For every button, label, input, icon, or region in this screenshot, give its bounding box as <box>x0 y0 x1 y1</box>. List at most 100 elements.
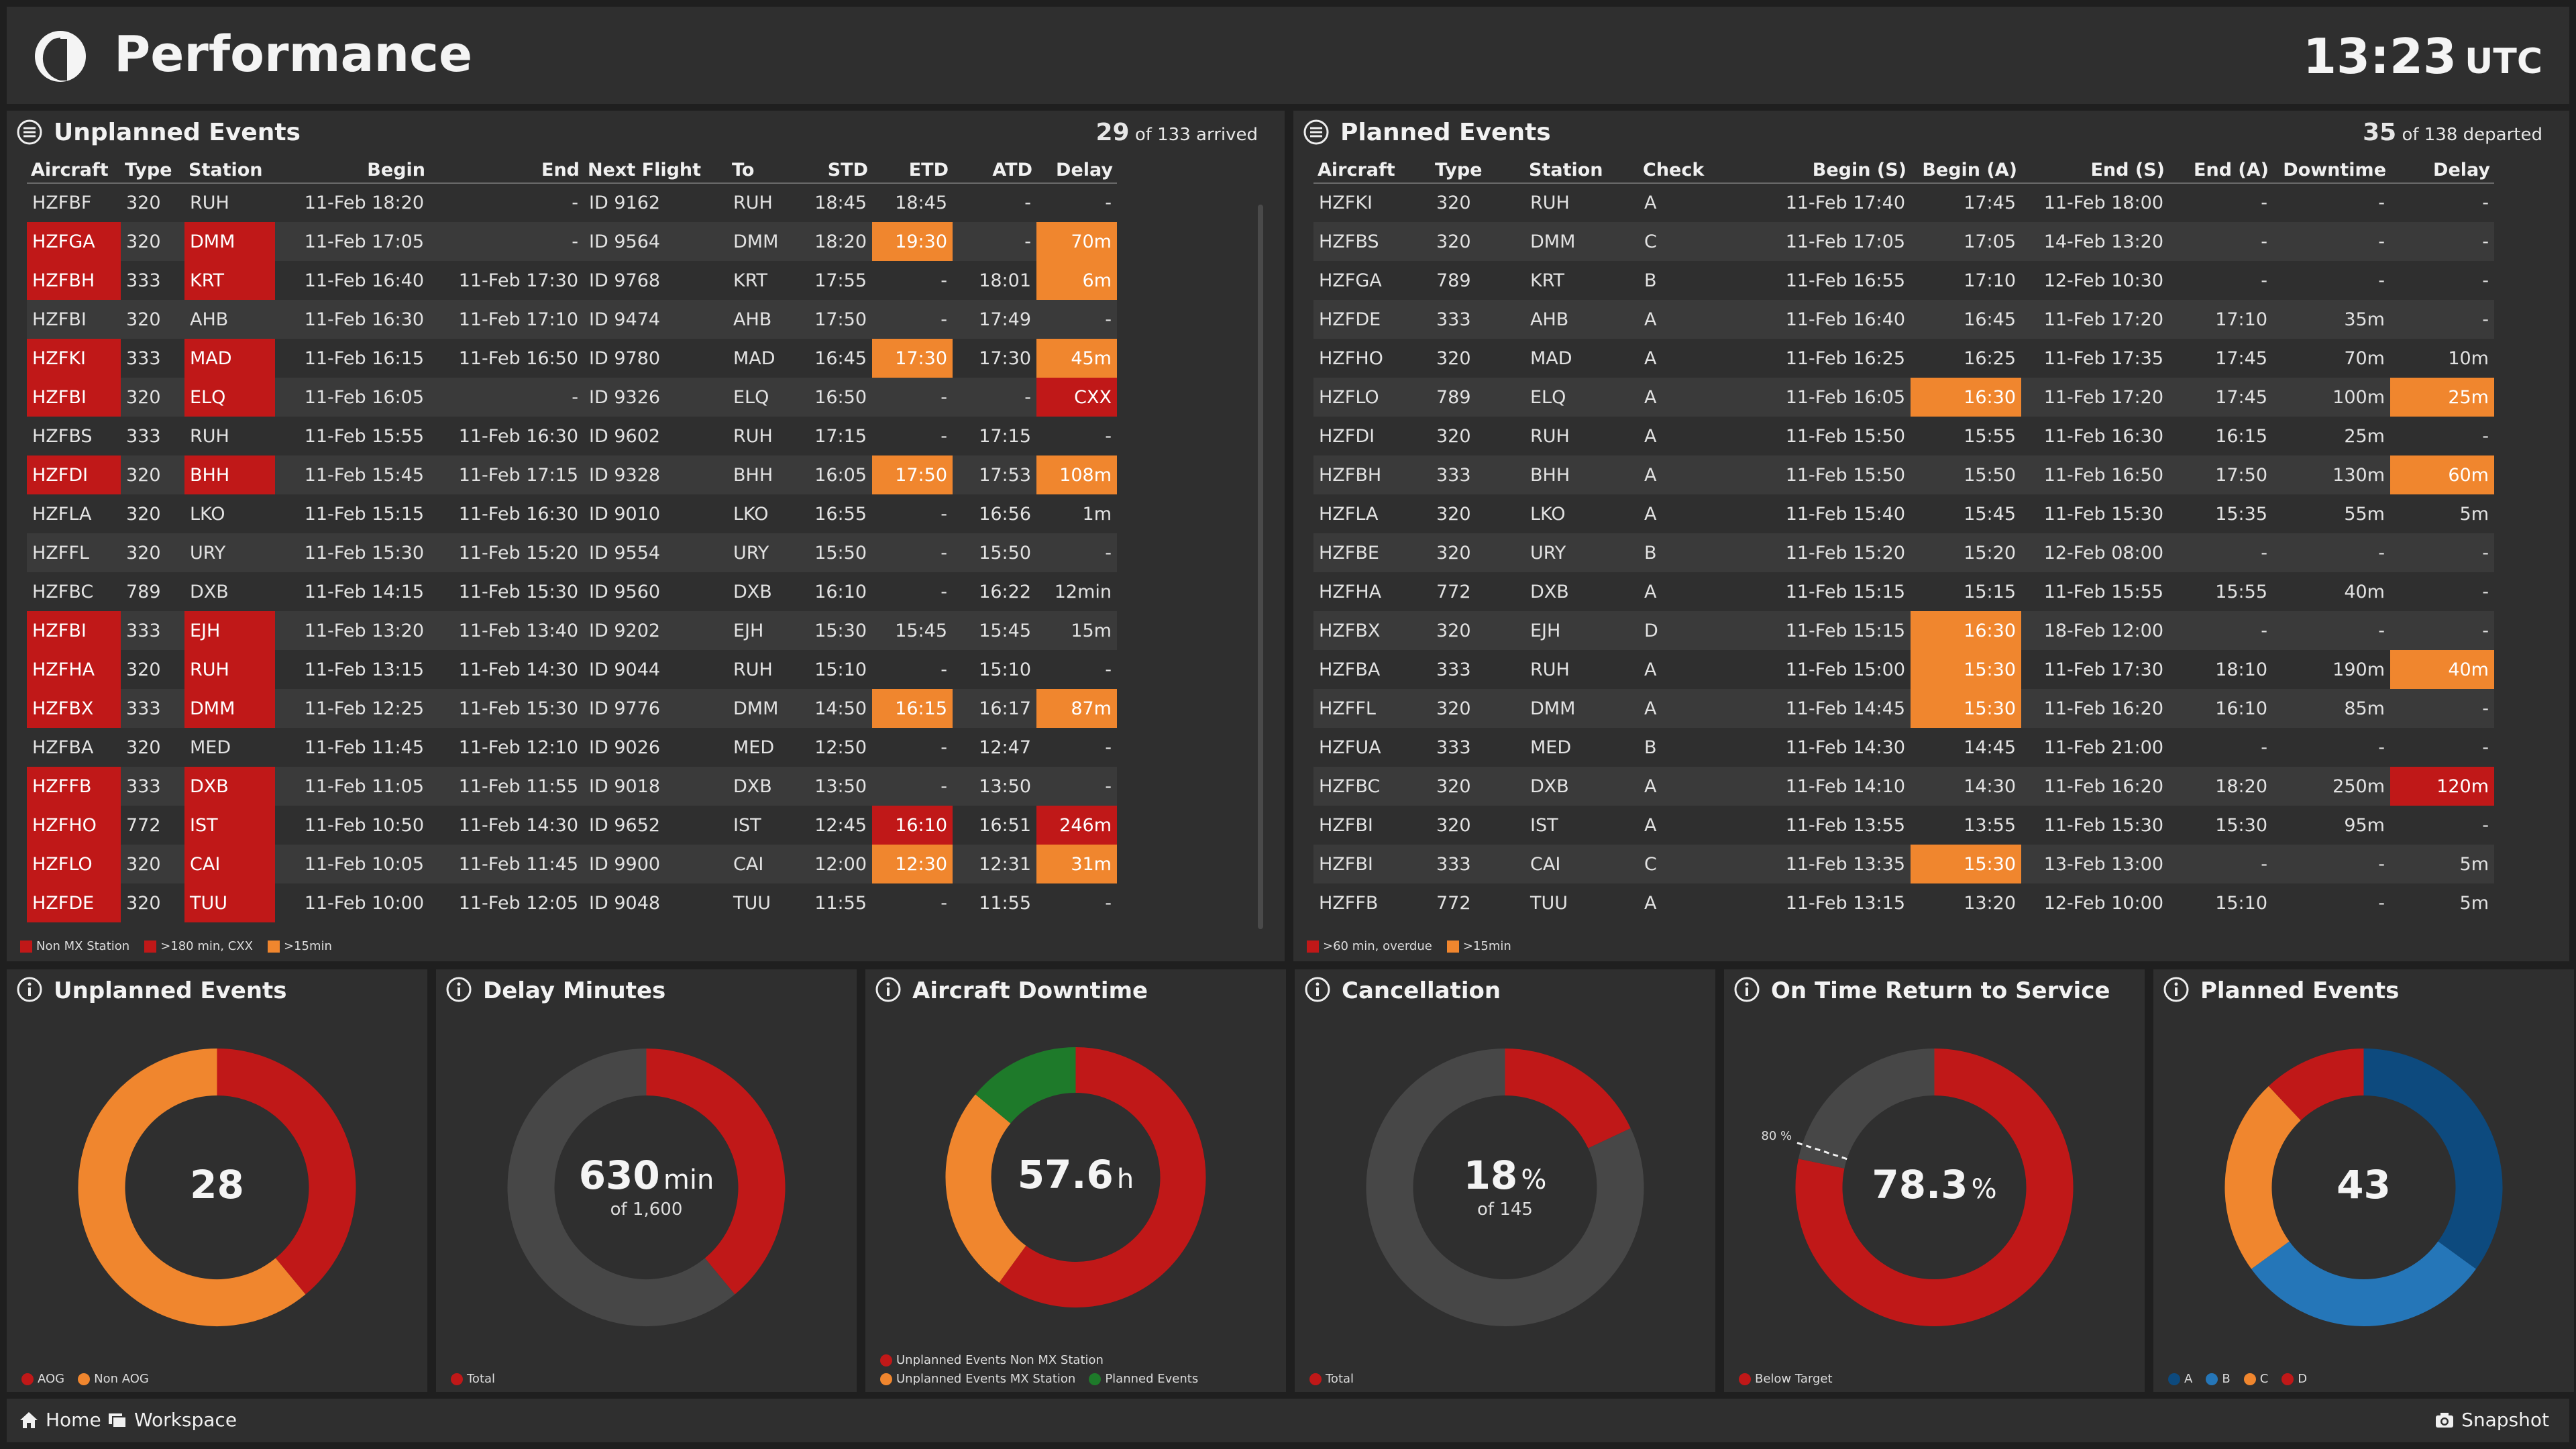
table-cell: HZFFL <box>1313 689 1431 728</box>
donut-segment[interactable] <box>1504 1049 1631 1149</box>
panel-title: Planned Events <box>1340 119 1551 146</box>
table-row[interactable]: HZFUA 333 MED B 11-Feb 14:30 14:45 11-Feb 21:0… <box>1313 728 2494 767</box>
table-row[interactable]: HZFHA 320 RUH 11-Feb 13:15 11-Feb 14:30 ID 90… <box>27 650 1117 689</box>
column-header[interactable]: Delay <box>2390 158 2494 184</box>
table-row[interactable]: HZFDE 320 TUU 11-Feb 10:00 11-Feb 12:05 ID 90… <box>27 883 1117 922</box>
table-row[interactable]: HZFDI 320 BHH 11-Feb 15:45 11-Feb 17:15 ID 93… <box>27 455 1117 494</box>
table-row[interactable]: HZFBI 333 EJH 11-Feb 13:20 11-Feb 13:40 ID 92… <box>27 611 1117 650</box>
kpi-tile[interactable]: Planned Events 43 A B C D <box>2153 969 2574 1392</box>
table-row[interactable]: HZFBE 320 URY B 11-Feb 15:20 15:20 12-Feb 08:0… <box>1313 533 2494 572</box>
column-header[interactable]: Station <box>184 158 275 184</box>
column-header[interactable]: To <box>728 158 798 184</box>
table-row[interactable]: HZFHO 772 IST 11-Feb 10:50 11-Feb 14:30 ID 96… <box>27 806 1117 845</box>
table-row[interactable]: HZFHO 320 MAD A 11-Feb 16:25 16:25 11-Feb 17:3… <box>1313 339 2494 378</box>
column-header[interactable]: End (S) <box>2021 158 2169 184</box>
legend-item: Planned Events <box>1089 1372 1198 1386</box>
donut-segment[interactable] <box>1366 1049 1644 1326</box>
kpi-tile[interactable]: On Time Return to Service 80 % 78.3 % Below… <box>1724 969 2145 1392</box>
table-row[interactable]: HZFBI 333 CAI C 11-Feb 13:35 15:30 13-Feb 13:0… <box>1313 845 2494 883</box>
info-icon[interactable] <box>1304 976 1331 1003</box>
donut-segment[interactable] <box>999 1047 1206 1307</box>
info-icon[interactable] <box>875 976 902 1003</box>
table-row[interactable]: HZFBI 320 ELQ 11-Feb 16:05- ID 9326 ELQ 16:50-… <box>27 378 1117 417</box>
table-row[interactable]: HZFBS 333 RUH 11-Feb 15:55 11-Feb 16:30 ID 96… <box>27 417 1117 455</box>
donut-segment[interactable] <box>645 1049 786 1295</box>
table-row[interactable]: HZFLA 320 LKO A 11-Feb 15:40 15:45 11-Feb 15:3… <box>1313 494 2494 533</box>
table-row[interactable]: HZFBF 320 RUH 11-Feb 18:20- ID 9162 RUH 18:45 1… <box>27 183 1117 222</box>
workspace-link[interactable]: Workspace <box>107 1409 237 1431</box>
table-row[interactable]: HZFBC 789 DXB 11-Feb 14:15 11-Feb 15:30 ID 95… <box>27 572 1117 611</box>
snapshot-button[interactable]: Snapshot <box>2434 1409 2549 1431</box>
column-header[interactable]: Aircraft <box>1313 158 1431 184</box>
table-row[interactable]: HZFBX 320 EJH D 11-Feb 15:15 16:30 18-Feb 12:0… <box>1313 611 2494 650</box>
column-header[interactable]: Next Flight <box>584 158 728 184</box>
table-row[interactable]: HZFBH 333 KRT 11-Feb 16:40 11-Feb 17:30 ID 97… <box>27 261 1117 300</box>
column-header[interactable]: Begin (S) <box>1766 158 1911 184</box>
table-row[interactable]: HZFFB 333 DXB 11-Feb 11:05 11-Feb 11:55 ID 90… <box>27 767 1117 806</box>
info-icon[interactable] <box>2163 976 2190 1003</box>
donut-segment[interactable] <box>216 1049 356 1295</box>
table-row[interactable]: HZFBA 333 RUH A 11-Feb 15:00 15:30 11-Feb 17:3… <box>1313 650 2494 689</box>
column-header[interactable]: End <box>429 158 584 184</box>
home-link[interactable]: Home <box>19 1409 101 1431</box>
donut-segment[interactable] <box>2363 1049 2503 1269</box>
table-cell: 13:50 <box>953 767 1036 806</box>
donut-segment[interactable] <box>945 1094 1027 1283</box>
info-icon[interactable] <box>1733 976 1760 1003</box>
table-cell: 15:30 <box>798 611 872 650</box>
donut-segment[interactable] <box>2251 1240 2476 1326</box>
column-header[interactable]: Aircraft <box>27 158 121 184</box>
kpi-tile[interactable]: Cancellation 18 % of 145 Total <box>1295 969 1715 1392</box>
column-header[interactable]: Delay <box>1036 158 1117 184</box>
table-row[interactable]: HZFBA 320 MED 11-Feb 11:45 11-Feb 12:10 ID 90… <box>27 728 1117 767</box>
table-row[interactable]: HZFKI 320 RUH A 11-Feb 17:40 17:45 11-Feb 18:0… <box>1313 183 2494 222</box>
table-row[interactable]: HZFFL 320 URY 11-Feb 15:30 11-Feb 15:20 ID 95… <box>27 533 1117 572</box>
table-cell: - <box>2261 270 2267 291</box>
table-row[interactable]: HZFBI 320 AHB 11-Feb 16:30 11-Feb 17:10 ID 94… <box>27 300 1117 339</box>
table-cell: HZFLO <box>1313 378 1431 417</box>
table-row[interactable]: HZFDE 333 AHB A 11-Feb 16:40 16:45 11-Feb 17:2… <box>1313 300 2494 339</box>
info-icon[interactable] <box>16 976 43 1003</box>
column-header[interactable]: ATD <box>953 158 1036 184</box>
table-cell: 108m <box>1036 455 1117 494</box>
column-header[interactable]: ETD <box>872 158 953 184</box>
column-header[interactable]: Station <box>1525 158 1639 184</box>
donut-segment[interactable] <box>2268 1049 2365 1121</box>
kpi-value: 630 <box>578 1152 660 1198</box>
table-scrollbar[interactable] <box>1258 205 1263 929</box>
table-row[interactable]: HZFGA 789 KRT B 11-Feb 16:55 17:10 12-Feb 10:3… <box>1313 261 2494 300</box>
table-cell: 11-Feb 15:15 <box>1766 611 1911 650</box>
donut-segment[interactable] <box>975 1047 1077 1124</box>
table-row[interactable]: HZFLA 320 LKO 11-Feb 15:15 11-Feb 16:30 ID 90… <box>27 494 1117 533</box>
kpi-tile[interactable]: Delay Minutes 630 min of 1,600 Total <box>436 969 857 1392</box>
column-header[interactable]: End (A) <box>2169 158 2273 184</box>
column-header[interactable]: Type <box>121 158 184 184</box>
table-row[interactable]: HZFFB 772 TUU A 11-Feb 13:15 13:20 12-Feb 10:0… <box>1313 883 2494 922</box>
info-icon[interactable] <box>445 976 472 1003</box>
table-row[interactable]: HZFBI 320 IST A 11-Feb 13:55 13:55 11-Feb 15:3… <box>1313 806 2494 845</box>
donut-segment[interactable] <box>2224 1086 2302 1269</box>
table-row[interactable]: HZFHA 772 DXB A 11-Feb 15:15 15:15 11-Feb 15:5… <box>1313 572 2494 611</box>
table-row[interactable]: HZFLO 320 CAI 11-Feb 10:05 11-Feb 11:45 ID 99… <box>27 845 1117 883</box>
donut-segment[interactable] <box>1798 1049 1935 1169</box>
table-row[interactable]: HZFBC 320 DXB A 11-Feb 14:10 14:30 11-Feb 16:2… <box>1313 767 2494 806</box>
donut-segment[interactable] <box>507 1049 735 1326</box>
table-row[interactable]: HZFBH 333 BHH A 11-Feb 15:50 15:50 11-Feb 16:5… <box>1313 455 2494 494</box>
table-row[interactable]: HZFKI 333 MAD 11-Feb 16:15 11-Feb 16:50 ID 97… <box>27 339 1117 378</box>
column-header[interactable]: Begin <box>275 158 429 184</box>
column-header[interactable]: Type <box>1431 158 1525 184</box>
table-row[interactable]: HZFDI 320 RUH A 11-Feb 15:50 15:55 11-Feb 16:3… <box>1313 417 2494 455</box>
table-row[interactable]: HZFGA 320 DMM 11-Feb 17:05- ID 9564 DMM 18:20 1… <box>27 222 1117 261</box>
table-row[interactable]: HZFLO 789 ELQ A 11-Feb 16:05 16:30 11-Feb 17:2… <box>1313 378 2494 417</box>
column-header[interactable]: Downtime <box>2273 158 2390 184</box>
donut-segment[interactable] <box>1795 1049 2074 1326</box>
donut-segment[interactable] <box>78 1049 306 1326</box>
column-header[interactable]: Check <box>1639 158 1766 184</box>
column-header[interactable]: Begin (A) <box>1911 158 2021 184</box>
table-row[interactable]: HZFBX 333 DMM 11-Feb 12:25 11-Feb 15:30 ID 97… <box>27 689 1117 728</box>
column-header[interactable]: STD <box>798 158 872 184</box>
table-row[interactable]: HZFBS 320 DMM C 11-Feb 17:05 17:05 14-Feb 13:2… <box>1313 222 2494 261</box>
kpi-tile[interactable]: Unplanned Events 28 AOG Non AOG <box>7 969 427 1392</box>
kpi-tile[interactable]: Aircraft Downtime 57.6 h Unplanned Events … <box>865 969 1286 1392</box>
table-row[interactable]: HZFFL 320 DMM A 11-Feb 14:45 15:30 11-Feb 16:2… <box>1313 689 2494 728</box>
